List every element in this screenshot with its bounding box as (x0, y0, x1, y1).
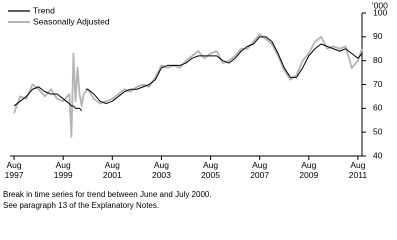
y-tick-label: 60 (373, 103, 383, 113)
y-tick-label: 80 (373, 55, 383, 65)
x-tick-label: Aug 2001 (102, 160, 122, 180)
footnote: See paragraph 13 of the Explanatory Note… (3, 201, 160, 210)
x-tick-label: Aug 2011 (348, 160, 368, 180)
chart: '000 40 50 60 70 80 90 100 Trend Seasonally Adju… (3, 0, 389, 210)
series-line (13, 33, 363, 138)
x-tick-label: Aug 2007 (250, 160, 270, 180)
y-unit: '000 (372, 0, 388, 10)
series-line (13, 36, 363, 112)
x-tick-label: Aug 1997 (4, 160, 24, 180)
y-tick-label: 50 (373, 126, 383, 136)
y-tick-label: 40 (373, 150, 383, 160)
legend-label: Seasonally Adjusted (33, 16, 110, 26)
x-tick-label: Aug 1999 (53, 160, 73, 180)
y-tick-label: 70 (373, 79, 383, 89)
legend-label: Trend (33, 5, 55, 15)
y-tick-label: 90 (373, 31, 383, 41)
x-tick-label: Aug 2003 (151, 160, 171, 180)
x-tick-label: Aug 2009 (299, 160, 319, 180)
y-tick-label: 100 (373, 7, 387, 17)
footnote: Break in time series for trend between J… (3, 190, 212, 199)
x-tick-label: Aug 2005 (201, 160, 220, 180)
